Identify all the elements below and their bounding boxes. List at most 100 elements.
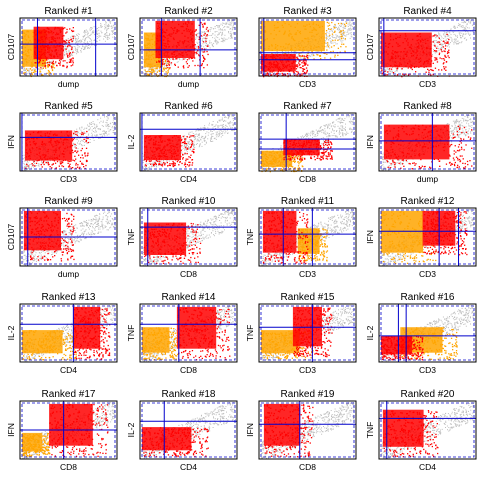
event-dot <box>25 70 26 71</box>
event-dot <box>45 46 47 48</box>
event-dot <box>53 56 56 58</box>
event-dot <box>265 74 267 76</box>
event-dot <box>147 168 148 170</box>
event-dot <box>40 74 43 76</box>
event-dot <box>232 115 234 117</box>
event-dot <box>288 70 290 73</box>
event-dot <box>341 43 343 45</box>
event-dot <box>273 62 275 64</box>
event-dot <box>59 45 61 47</box>
event-dot <box>59 161 61 163</box>
event-dot <box>56 160 59 163</box>
event-dot <box>399 45 401 47</box>
event-dot <box>158 61 160 63</box>
event-dot <box>93 44 95 46</box>
event-dot <box>43 154 45 156</box>
event-dot <box>206 31 208 33</box>
event-dot <box>156 22 159 24</box>
event-dot <box>424 38 426 40</box>
event-dot <box>188 58 190 60</box>
event-dot <box>301 73 303 75</box>
event-dot <box>223 121 224 122</box>
event-dot <box>31 72 33 74</box>
event-dot <box>296 56 298 59</box>
event-dot <box>438 69 440 71</box>
event-dot <box>388 69 390 71</box>
event-dot <box>230 35 232 37</box>
event-dot <box>59 54 61 56</box>
event-dot <box>448 43 450 45</box>
event-dot <box>439 43 441 46</box>
event-dot <box>159 63 161 66</box>
event-dot <box>339 30 341 32</box>
event-dot <box>306 54 308 56</box>
event-dot <box>55 42 57 44</box>
event-dot <box>296 57 299 59</box>
event-dot <box>148 68 150 70</box>
event-dot <box>54 49 56 51</box>
event-dot <box>465 33 467 35</box>
event-dot <box>58 148 60 150</box>
event-dot <box>165 63 167 65</box>
event-dot <box>76 151 78 154</box>
event-dot <box>41 64 44 66</box>
event-dot <box>445 66 447 68</box>
event-dot <box>273 55 275 57</box>
event-dot <box>62 142 65 144</box>
event-dot <box>39 59 41 61</box>
event-dot <box>196 143 198 144</box>
event-dot <box>224 116 226 118</box>
event-dot <box>53 154 56 156</box>
event-dot <box>37 31 39 33</box>
event-dot <box>233 32 235 34</box>
event-dot <box>183 154 185 155</box>
event-dot <box>148 35 150 37</box>
event-dot <box>113 121 115 123</box>
event-dot <box>189 139 191 141</box>
event-dot <box>435 34 437 35</box>
event-dot <box>89 38 91 39</box>
event-dot <box>284 47 287 49</box>
event-dot <box>408 46 411 48</box>
event-dot <box>331 35 333 37</box>
event-dot <box>284 74 287 76</box>
event-dot <box>151 67 153 68</box>
event-dot <box>450 28 452 30</box>
event-dot <box>349 27 351 29</box>
event-dot <box>203 37 205 39</box>
event-dot <box>271 44 273 46</box>
event-dot <box>178 42 180 44</box>
event-dot <box>70 58 73 60</box>
event-dot <box>290 33 292 35</box>
event-dot <box>93 31 94 33</box>
event-dot <box>231 26 233 28</box>
event-dot <box>330 46 333 48</box>
event-dot <box>205 36 206 38</box>
event-dot <box>441 50 443 53</box>
event-dot <box>179 59 181 61</box>
event-dot <box>145 58 147 60</box>
event-dot <box>168 64 170 66</box>
event-dot <box>265 70 267 72</box>
event-dot <box>183 41 185 43</box>
event-dot <box>190 56 192 59</box>
event-dot <box>159 61 161 64</box>
event-dot <box>341 30 343 32</box>
event-dot <box>48 70 50 72</box>
event-dot <box>389 42 391 45</box>
event-dot <box>111 27 113 29</box>
event-dot <box>73 160 76 162</box>
event-dot <box>223 39 225 41</box>
event-dot <box>228 123 230 125</box>
event-dot <box>287 64 289 66</box>
event-dot <box>344 38 346 40</box>
event-dot <box>419 40 422 43</box>
event-dot <box>438 49 440 51</box>
event-dot <box>192 46 194 48</box>
event-dot <box>147 42 149 44</box>
event-dot <box>218 29 220 31</box>
event-dot <box>142 66 144 68</box>
event-dot <box>47 69 50 72</box>
event-dot <box>38 39 40 41</box>
event-dot <box>303 68 306 70</box>
